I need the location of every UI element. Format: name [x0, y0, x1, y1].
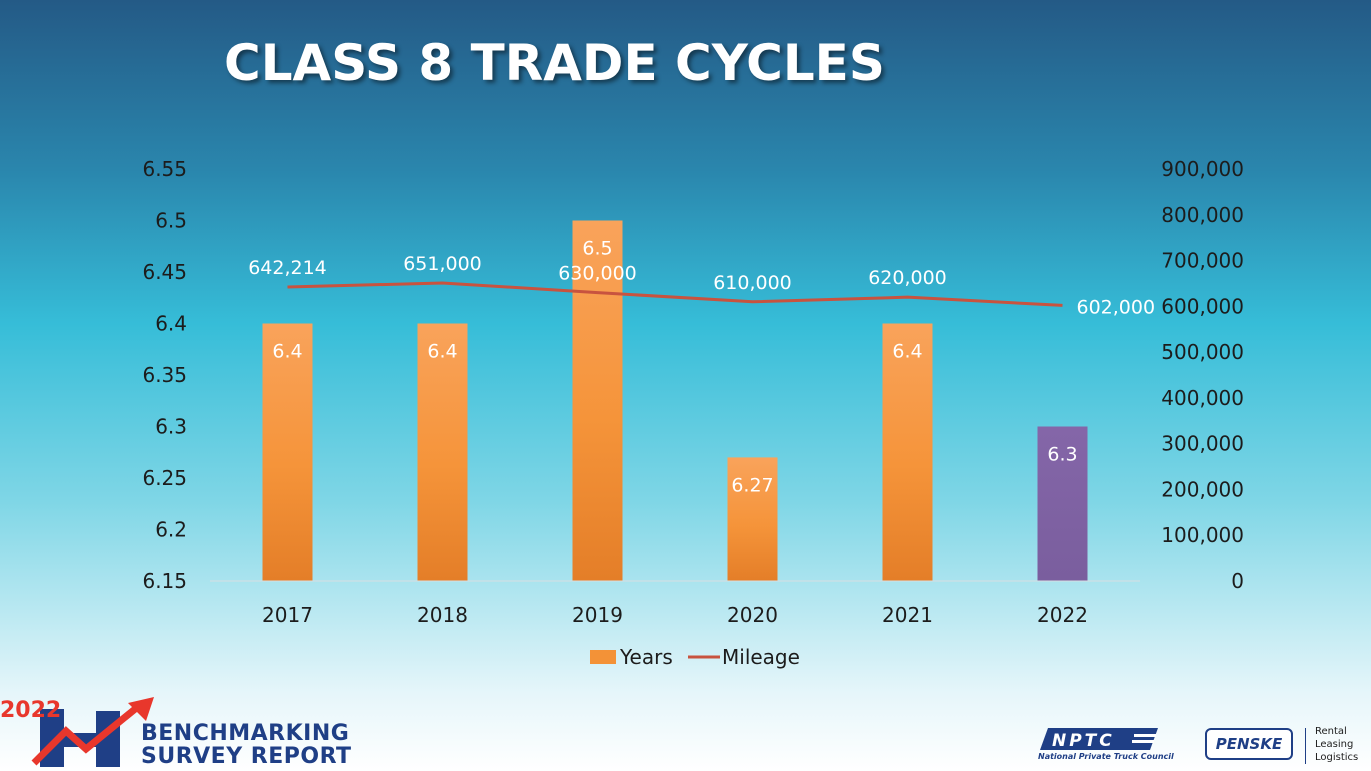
page-title: CLASS 8 TRADE CYCLES	[224, 34, 885, 92]
penske-tagline-leasing: Leasing	[1315, 739, 1354, 750]
y-left-tick: 6.45	[142, 260, 187, 284]
penske-divider	[1305, 728, 1306, 764]
penske-logo: PENSKE	[1205, 728, 1293, 760]
legend-label-years: Years	[619, 645, 673, 669]
mileage-label-2019: 630,000	[558, 263, 637, 285]
y-right-tick: 900,000	[1161, 157, 1244, 181]
penske-tagline: Rental Leasing Logistics	[1315, 725, 1358, 764]
bar-label-2021: 6.4	[892, 341, 922, 363]
y-right-tick: 200,000	[1161, 477, 1244, 501]
y-left-tick: 6.2	[155, 518, 187, 542]
y-right-tick: 700,000	[1161, 249, 1244, 273]
y-left-tick: 6.55	[142, 157, 187, 181]
x-tick-2018: 2018	[417, 603, 468, 627]
y-left-tick: 6.15	[142, 569, 187, 593]
y-left-tick: 6.5	[155, 209, 187, 233]
bar-label-2020: 6.27	[731, 474, 773, 496]
bar-2021	[882, 323, 933, 581]
penske-tagline-logistics: Logistics	[1315, 752, 1359, 763]
trade-cycles-chart: 6.4 6.4 6.5 6.27 6.4 6.3 642,214 651,000 630,000…	[142, 157, 1244, 669]
x-tick-2017: 2017	[262, 603, 313, 627]
legend-label-mileage: Mileage	[722, 645, 800, 669]
report-title-line1: BENCHMARKING	[141, 721, 350, 746]
y-right-tick: 0	[1231, 569, 1244, 593]
y-right-tick: 300,000	[1161, 432, 1244, 456]
bar-2017	[262, 323, 313, 581]
bar-label-2018: 6.4	[427, 341, 457, 363]
mileage-label-2018: 651,000	[403, 253, 482, 275]
mileage-label-2020: 610,000	[713, 272, 792, 294]
y-left-tick: 6.3	[155, 415, 187, 439]
bar-label-2019: 6.5	[582, 238, 612, 260]
mileage-label-2022: 602,000	[1077, 296, 1156, 318]
y-right-tick: 600,000	[1161, 294, 1244, 318]
x-tick-2022: 2022	[1037, 603, 1088, 627]
y-right-tick: 800,000	[1161, 203, 1244, 227]
bar-2019	[572, 220, 623, 581]
y-left-tick: 6.25	[142, 466, 187, 490]
x-tick-2020: 2020	[727, 603, 778, 627]
x-tick-2021: 2021	[882, 603, 933, 627]
mileage-label-2017: 642,214	[248, 257, 327, 279]
y-right-tick: 400,000	[1161, 386, 1244, 410]
nptc-name: National Private Truck Council	[1038, 752, 1174, 761]
y-right-tick: 100,000	[1161, 523, 1244, 547]
penske-tagline-rental: Rental	[1315, 726, 1347, 737]
nptc-logo-text: NPTC	[1052, 731, 1115, 751]
nptc-logo: NPTC	[1040, 728, 1158, 751]
report-title-line2: SURVEY REPORT	[141, 744, 352, 769]
penske-logo-text: PENSKE	[1215, 735, 1283, 753]
bar-2020	[727, 457, 778, 581]
bar-2022	[1037, 426, 1088, 581]
mileage-line	[287, 281, 1063, 307]
bar-2018	[417, 323, 468, 581]
y-left-tick: 6.35	[142, 363, 187, 387]
x-tick-2019: 2019	[572, 603, 623, 627]
bar-label-2022: 6.3	[1047, 444, 1077, 466]
bar-label-2017: 6.4	[272, 341, 302, 363]
mileage-label-2021: 620,000	[868, 267, 947, 289]
y-left-tick: 6.4	[155, 312, 187, 336]
benchmarking-logo-mark	[31, 697, 154, 767]
report-year-badge: 2022	[0, 698, 62, 723]
y-right-tick: 500,000	[1161, 340, 1244, 364]
legend-swatch-years	[590, 650, 616, 664]
